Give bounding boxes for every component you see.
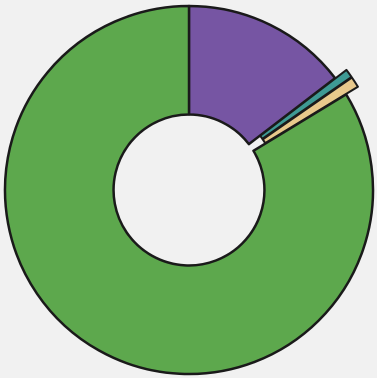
slices-layer xyxy=(3,4,375,376)
pie-slice-4 xyxy=(3,4,375,376)
pie-slice-1 xyxy=(187,4,337,146)
